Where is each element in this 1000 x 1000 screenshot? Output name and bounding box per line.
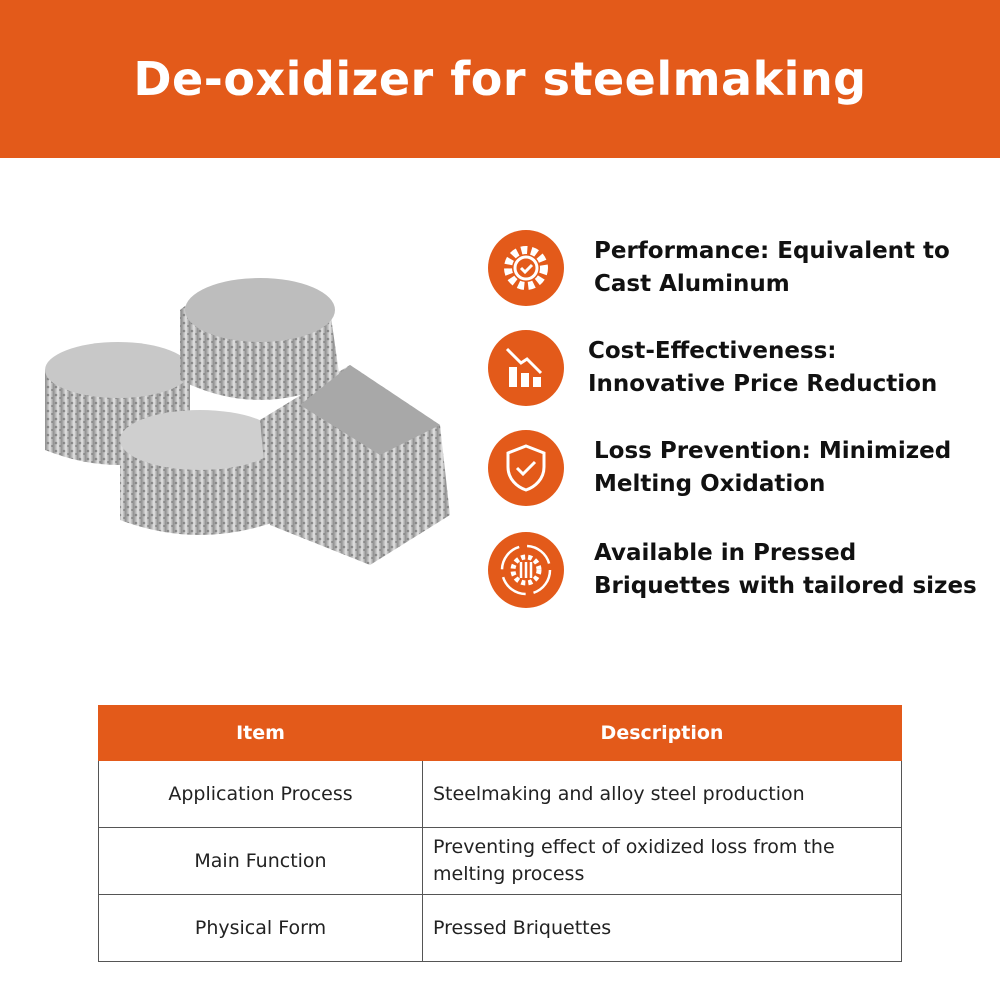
feature-text: Cost-Effectiveness: bbox=[588, 338, 837, 364]
header-banner: De-oxidizer for steelmaking bbox=[0, 0, 1000, 158]
feature-text: Melting Oxidation bbox=[594, 471, 826, 497]
spec-table: Item Description Application Process Stee… bbox=[98, 705, 902, 962]
shield-check-icon bbox=[488, 430, 564, 506]
gear-check-icon bbox=[488, 230, 564, 306]
gear-sliders-cycle-icon bbox=[488, 532, 564, 608]
page-title: De-oxidizer for steelmaking bbox=[133, 52, 867, 106]
description-cell: Preventing effect of oxidized loss from … bbox=[422, 827, 902, 895]
item-cell: Application Process bbox=[98, 760, 423, 828]
feature-loss-prevention: Loss Prevention: Minimized Melting Oxidat… bbox=[488, 430, 951, 506]
feature-text: Available in Pressed bbox=[594, 540, 857, 566]
table-row: Application Process Steelmaking and alloy… bbox=[98, 760, 902, 828]
feature-text: Briquettes with tailored sizes bbox=[594, 573, 977, 599]
feature-availability: Available in Pressed Briquettes with tail… bbox=[488, 532, 977, 608]
feature-text: Loss Prevention: Minimized bbox=[594, 438, 952, 464]
feature-text: Performance: Equivalent to bbox=[594, 238, 950, 264]
feature-performance: Performance: Equivalent to Cast Aluminum bbox=[488, 230, 950, 306]
feature-cost: Cost-Effectiveness: Innovative Price Redu… bbox=[488, 330, 937, 406]
feature-text: Innovative Price Reduction bbox=[588, 371, 938, 397]
item-cell: Physical Form bbox=[98, 894, 423, 962]
feature-text: Cast Aluminum bbox=[594, 271, 790, 297]
description-cell: Pressed Briquettes bbox=[422, 894, 902, 962]
column-header-description: Description bbox=[422, 705, 902, 761]
description-cell: Steelmaking and alloy steel production bbox=[422, 760, 902, 828]
table-row: Physical Form Pressed Briquettes bbox=[98, 894, 902, 962]
item-cell: Main Function bbox=[98, 827, 423, 895]
column-header-item: Item bbox=[98, 705, 423, 761]
aluminum-briquettes-photo bbox=[45, 278, 450, 565]
table-row: Main Function Preventing effect of oxidiz… bbox=[98, 827, 902, 895]
chart-down-icon bbox=[488, 330, 564, 406]
